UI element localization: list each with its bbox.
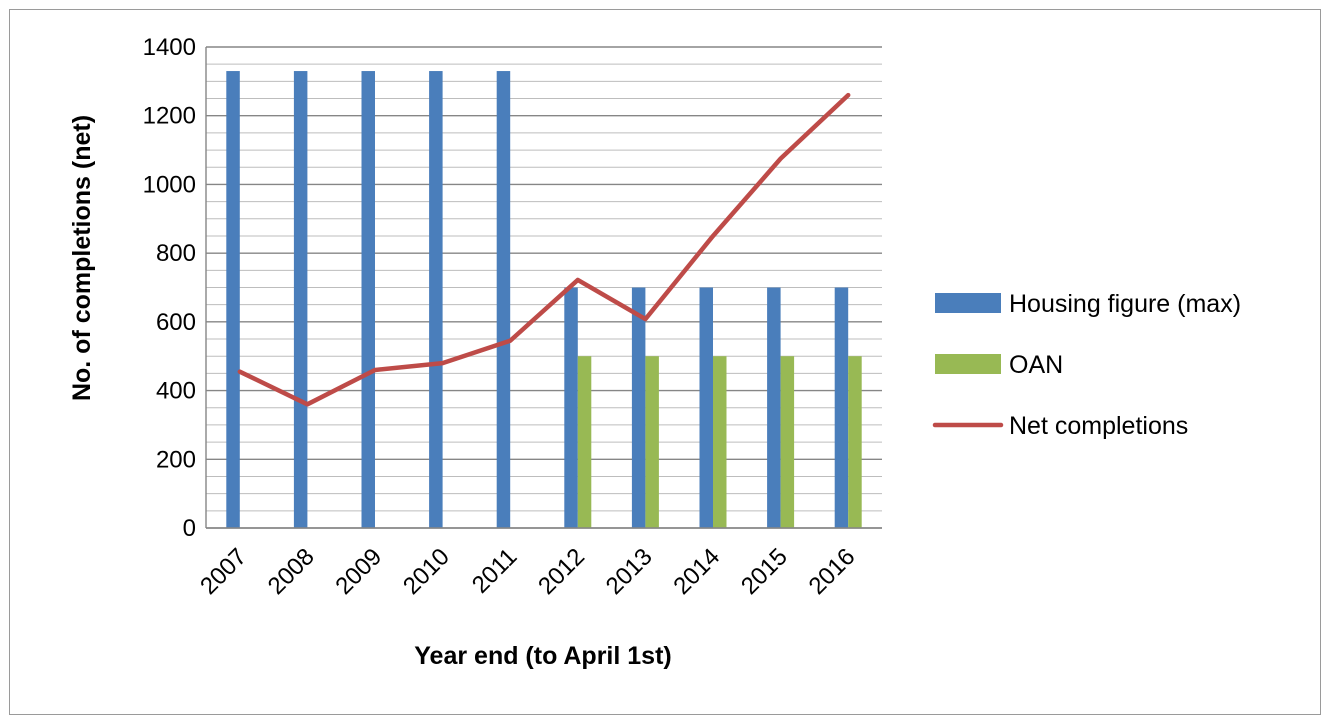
y-tick-label: 800 — [156, 240, 196, 267]
y-axis-title: No. of completions (net) — [68, 115, 96, 401]
x-tick-label: 2007 — [195, 543, 252, 600]
bar-housing-figure — [293, 71, 308, 529]
x-tick-label: 2011 — [467, 543, 523, 599]
legend-label: Housing figure (max) — [1009, 290, 1241, 318]
x-tick-label: 2013 — [601, 543, 658, 600]
bar-oan — [848, 356, 862, 528]
bar-housing-figure — [226, 71, 240, 529]
net-completions-line-group — [237, 92, 851, 407]
x-tick-label: 2008 — [263, 543, 320, 600]
bar-oan — [645, 356, 659, 528]
legend-label: OAN — [1009, 351, 1063, 379]
bar-housing-figure — [834, 287, 849, 528]
bars — [226, 71, 862, 529]
net-completions-line — [237, 92, 851, 407]
y-tick-label: 1200 — [143, 103, 196, 130]
x-tick-label: 2009 — [330, 543, 387, 600]
x-tick-label: 2016 — [804, 543, 861, 600]
y-tick-label: 0 — [183, 515, 196, 542]
y-tick-label: 1000 — [143, 171, 196, 198]
y-tick-label: 600 — [156, 309, 196, 336]
bar-housing-figure — [767, 287, 781, 528]
bar-oan — [780, 356, 795, 528]
y-tick-labels: 0 200 400 600 800 1000 1200 1400 — [143, 34, 196, 542]
bar-housing-figure — [429, 71, 443, 529]
bar-oan — [713, 356, 727, 528]
axes — [205, 47, 882, 529]
legend-label: Net completions — [1009, 412, 1188, 440]
bar-housing-figure — [564, 287, 578, 528]
bar-oan — [577, 356, 592, 528]
x-tick-labels: 2007 2008 2009 2010 2011 2012 2013 2014 2015 2016 — [195, 543, 860, 600]
x-axis-title: Year end (to April 1st) — [414, 642, 671, 670]
legend-swatch — [935, 354, 1001, 374]
bar-housing-figure — [361, 71, 375, 529]
chart-frame: 0 200 400 600 800 1000 1200 1400 2007 2008 2009 20… — [9, 9, 1321, 715]
y-tick-label: 400 — [156, 378, 196, 405]
bar-housing-figure — [631, 287, 646, 528]
x-tick-label: 2012 — [533, 543, 590, 600]
legend: Housing figure (max) OAN Net completions — [932, 290, 1241, 440]
x-tick-label: 2010 — [398, 543, 455, 600]
x-tick-label: 2015 — [736, 543, 793, 600]
y-tick-label: 1400 — [143, 34, 196, 61]
bar-housing-figure — [699, 287, 713, 528]
x-tick-label: 2014 — [668, 543, 725, 600]
y-tick-label: 200 — [156, 446, 196, 473]
bar-housing-figure — [496, 71, 511, 529]
legend-swatch — [935, 293, 1001, 313]
